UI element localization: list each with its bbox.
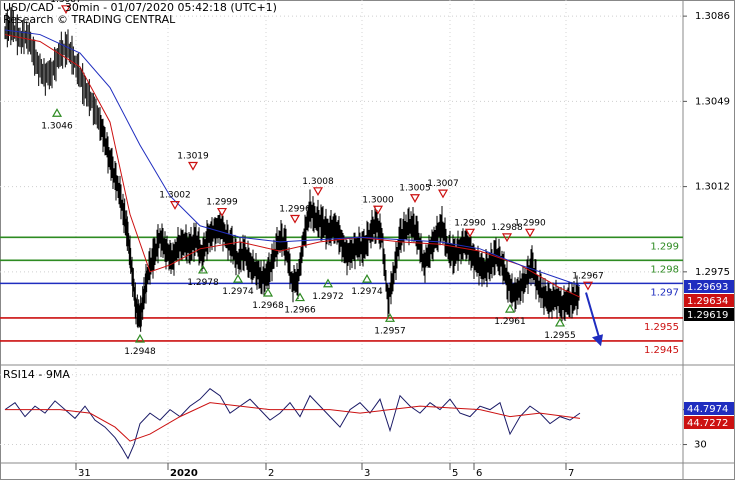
price-tag-label: 1.29693 (687, 282, 728, 293)
forecast-arrowhead (592, 334, 603, 347)
price-tag-label: 1.29634 (687, 296, 728, 307)
swing-low-label: 1.2968 (252, 301, 284, 311)
price-tick-label: 1.3086 (695, 11, 730, 22)
swing-high-marker (437, 189, 449, 199)
ma-fast-line (4, 34, 581, 298)
swing-high-label: 1.2988 (491, 223, 523, 233)
swing-high-marker (60, 5, 72, 15)
swing-low-label: 1.2972 (312, 292, 344, 302)
price-tag (684, 280, 734, 293)
date-tick-label: 6 (476, 468, 482, 479)
swing-high-label: 1.3019 (177, 151, 209, 161)
swing-low-marker (197, 264, 209, 274)
date-tick-label: 7 (568, 468, 574, 479)
rsi-value-tag (684, 416, 734, 429)
swing-low-marker (232, 273, 244, 283)
price-tag (684, 294, 734, 307)
swing-high-label: 1.3087 (50, 0, 82, 5)
rsi-ma-line (5, 402, 581, 442)
swing-high-label: 1.3000 (362, 195, 394, 205)
swing-high-marker (187, 161, 199, 171)
level-label: 1.298 (650, 264, 679, 275)
price-tick-label: 1.3012 (695, 182, 730, 193)
swing-low-marker (554, 317, 566, 327)
date-tick-label: 2020 (170, 468, 198, 479)
rsi-tick-label: 30 (694, 440, 707, 451)
swing-low-label: 1.3046 (41, 121, 73, 131)
rsi-value-tag-label: 44.7974 (687, 404, 728, 415)
swing-low-label: 1.2957 (374, 326, 406, 336)
swing-low-label: 1.2966 (284, 306, 316, 316)
swing-low-marker (134, 333, 146, 343)
swing-low-label: 1.2974 (222, 287, 254, 297)
swing-high-label: 1.3007 (427, 179, 459, 189)
swing-low-marker (384, 313, 396, 322)
swing-low-marker (361, 273, 373, 283)
swing-high-label: 1.2967 (572, 271, 604, 281)
level-label: 1.299 (650, 241, 679, 252)
swing-high-label: 1.2999 (206, 198, 238, 208)
ma-slow-line (4, 29, 581, 287)
rsi-value-tag (684, 402, 734, 415)
swing-high-label: 1.3008 (302, 177, 334, 187)
swing-low-label: 1.2978 (187, 278, 219, 288)
forecast-arrow-line (585, 292, 600, 338)
swing-low-marker (322, 278, 334, 288)
rsi-line (4, 388, 581, 460)
swing-high-marker (372, 205, 384, 215)
rsi-title: RSI14 - 9MA (3, 368, 70, 381)
swing-high-label: 1.2990 (514, 218, 546, 228)
date-tick-label: 5 (452, 468, 458, 479)
swing-high-label: 1.2996 (279, 204, 311, 214)
swing-high-label: 1.3005 (399, 184, 431, 194)
chart-source: Research © TRADING CENTRAL (3, 13, 176, 26)
swing-low-label: 1.2948 (124, 347, 156, 357)
swing-low-marker (294, 292, 306, 302)
swing-high-marker (409, 194, 421, 203)
chart-title: USD/CAD - 30min - 01/07/2020 05:42:18 (U… (3, 1, 277, 14)
level-label: 1.2955 (644, 322, 679, 333)
date-tick-label: 2 (268, 468, 274, 479)
swing-low-label: 1.2974 (351, 287, 383, 297)
swing-high-marker (216, 207, 228, 217)
swing-high-marker (582, 281, 594, 291)
swing-high-marker (289, 214, 301, 224)
swing-low-label: 1.2961 (494, 317, 526, 327)
price-tag (684, 308, 734, 321)
price-tag-label: 1.29619 (687, 310, 728, 321)
price-tick-label: 1.2975 (695, 267, 730, 278)
swing-high-label: 1.3002 (159, 191, 191, 201)
swing-high-marker (464, 228, 476, 238)
swing-high-label: 1.2990 (454, 218, 486, 228)
swing-low-marker (262, 287, 274, 297)
date-tick-label: 3 (364, 468, 370, 479)
swing-high-marker (501, 233, 513, 243)
swing-low-label: 1.2955 (544, 331, 576, 341)
level-label: 1.297 (650, 287, 679, 298)
level-label: 1.2945 (644, 345, 679, 356)
swing-high-marker (524, 228, 536, 238)
swing-high-marker (169, 201, 181, 210)
swing-high-marker (312, 187, 324, 197)
price-tick-label: 1.3049 (695, 96, 730, 107)
swing-low-marker (51, 108, 63, 117)
date-tick-label: 31 (78, 468, 91, 479)
swing-low-marker (504, 303, 516, 313)
rsi-value-tag-label: 44.7272 (687, 418, 728, 429)
